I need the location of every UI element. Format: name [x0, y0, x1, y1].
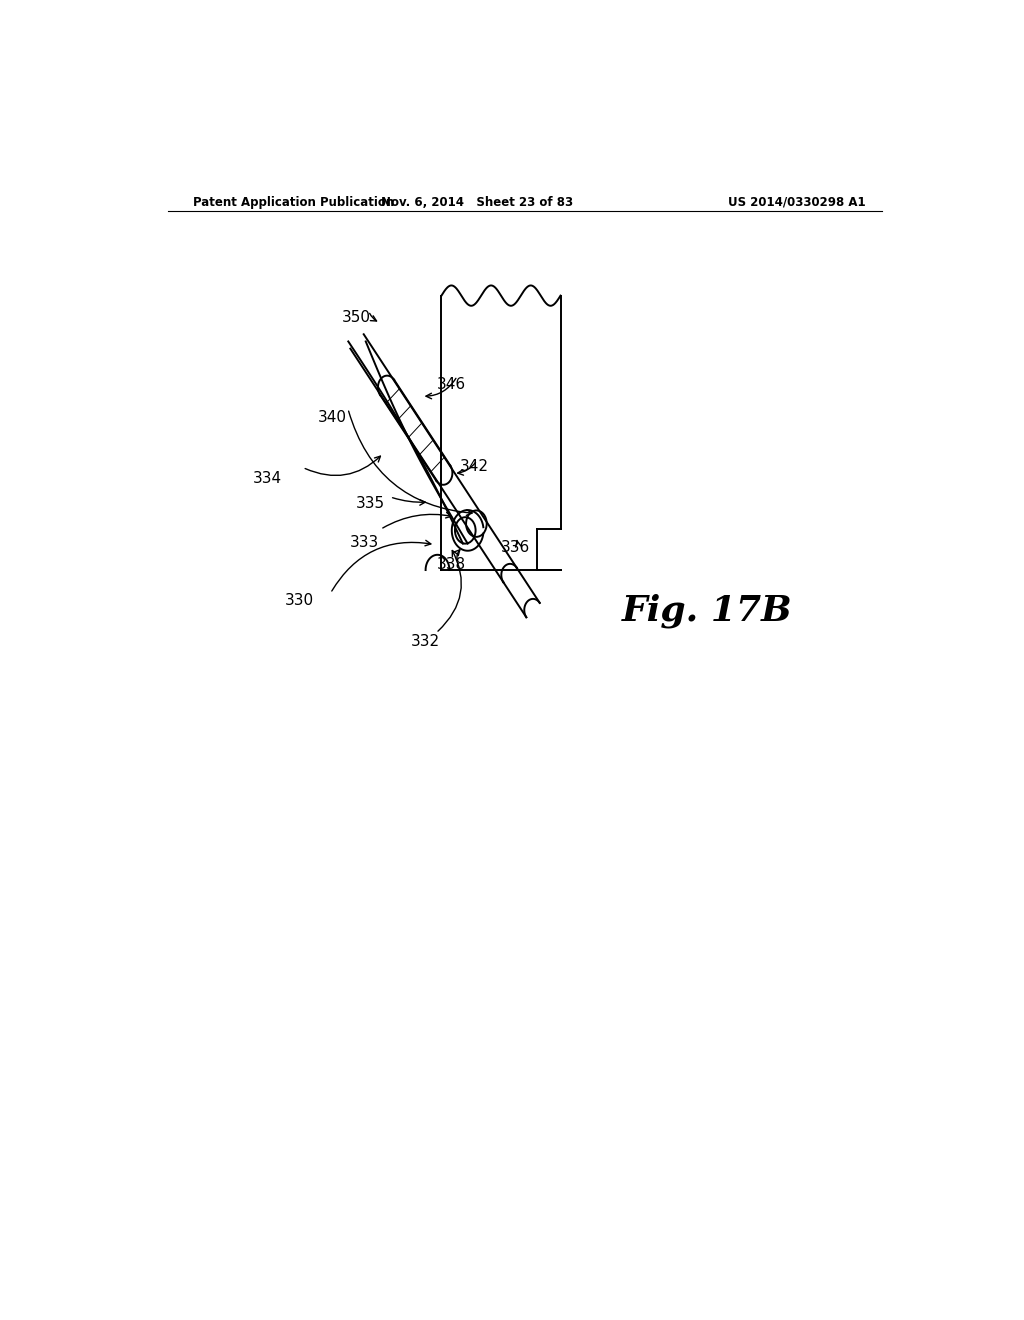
Text: 336: 336 — [501, 540, 529, 556]
Text: 332: 332 — [411, 634, 440, 648]
Text: 335: 335 — [355, 496, 385, 511]
Text: 334: 334 — [252, 471, 282, 486]
Text: Patent Application Publication: Patent Application Publication — [194, 195, 394, 209]
Text: US 2014/0330298 A1: US 2014/0330298 A1 — [728, 195, 866, 209]
Text: 340: 340 — [318, 411, 347, 425]
Text: 330: 330 — [285, 593, 314, 609]
Text: Nov. 6, 2014   Sheet 23 of 83: Nov. 6, 2014 Sheet 23 of 83 — [381, 195, 573, 209]
Text: Fig. 17B: Fig. 17B — [622, 594, 793, 628]
Text: 333: 333 — [350, 535, 379, 550]
Text: 350: 350 — [342, 310, 371, 326]
Text: 342: 342 — [461, 459, 489, 474]
Text: 346: 346 — [437, 376, 466, 392]
Text: 338: 338 — [437, 557, 466, 573]
